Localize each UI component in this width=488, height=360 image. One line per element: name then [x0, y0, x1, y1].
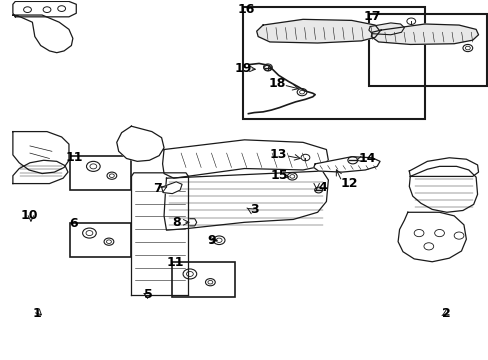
Text: 5: 5 — [143, 288, 152, 301]
Polygon shape — [13, 132, 69, 174]
Text: 17: 17 — [363, 10, 381, 23]
Polygon shape — [162, 140, 328, 178]
Polygon shape — [13, 1, 76, 17]
Polygon shape — [368, 23, 404, 35]
Polygon shape — [370, 24, 478, 44]
Polygon shape — [408, 158, 478, 176]
Bar — [172, 262, 234, 297]
Bar — [368, 14, 487, 86]
Text: 13: 13 — [269, 148, 287, 161]
Polygon shape — [408, 166, 477, 212]
Polygon shape — [313, 157, 379, 172]
Text: 14: 14 — [358, 152, 375, 165]
Polygon shape — [13, 15, 73, 53]
Bar — [243, 7, 424, 119]
Text: 15: 15 — [270, 169, 288, 182]
Text: 10: 10 — [20, 209, 38, 222]
Text: 2: 2 — [442, 307, 450, 320]
Text: 8: 8 — [172, 216, 180, 229]
Bar — [70, 156, 131, 190]
Text: 16: 16 — [237, 3, 255, 16]
Text: 7: 7 — [153, 183, 162, 195]
Polygon shape — [117, 126, 163, 161]
Text: 3: 3 — [249, 203, 258, 216]
Text: 1: 1 — [33, 307, 41, 320]
Polygon shape — [256, 19, 379, 43]
Text: 11: 11 — [166, 256, 183, 269]
Polygon shape — [397, 212, 466, 262]
Text: 12: 12 — [340, 177, 357, 190]
Polygon shape — [163, 171, 328, 230]
Text: 11: 11 — [65, 150, 82, 163]
Text: 9: 9 — [206, 234, 215, 247]
Text: 4: 4 — [318, 181, 326, 194]
Text: 19: 19 — [234, 62, 252, 75]
Text: 18: 18 — [268, 77, 286, 90]
Text: 6: 6 — [69, 217, 78, 230]
Polygon shape — [161, 182, 182, 194]
Bar — [70, 223, 131, 257]
Polygon shape — [13, 160, 68, 184]
